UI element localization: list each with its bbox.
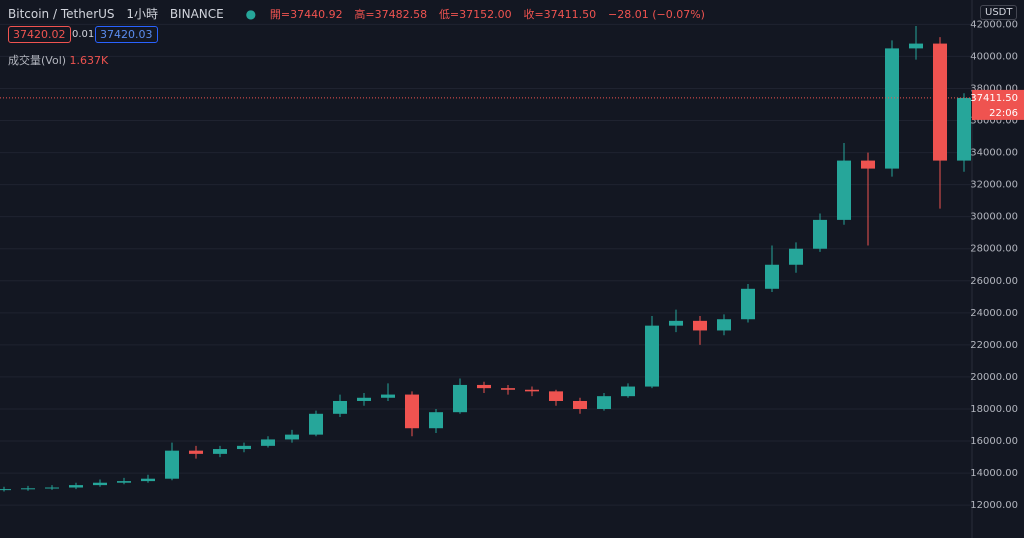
candle-body: [21, 488, 35, 490]
candle-body: [693, 320, 707, 331]
candle-body: [333, 400, 347, 414]
ohlc-open: 開=37440.92: [269, 8, 343, 21]
candle-body: [717, 319, 731, 331]
y-tick-label: 18000.00: [970, 404, 1018, 415]
candle-body: [381, 394, 395, 398]
candle-body: [453, 384, 467, 413]
y-tick-label: 40000.00: [970, 51, 1018, 62]
sell-button[interactable]: 37420.02: [8, 26, 71, 43]
y-tick-label: 30000.00: [970, 212, 1018, 223]
candle-body: [405, 394, 419, 429]
candle-body: [573, 400, 587, 409]
candle-body: [93, 482, 107, 486]
candle-body: [741, 288, 755, 320]
candle-body: [213, 449, 227, 454]
y-tick-label: 16000.00: [970, 436, 1018, 447]
last-price-tag: [972, 89, 1024, 120]
candle-body: [285, 434, 299, 440]
candle-body: [765, 264, 779, 289]
y-tick-label: 12000.00: [970, 500, 1018, 511]
candle-body: [189, 450, 203, 454]
candle-body: [261, 439, 275, 446]
candle-body: [501, 388, 515, 390]
candle-body: [309, 413, 323, 435]
candle-body: [789, 248, 803, 265]
candle-body: [357, 397, 371, 401]
y-tick-label: 38000.00: [970, 83, 1018, 94]
candle-body: [837, 160, 851, 220]
ohlc-close: 收=37411.50: [523, 8, 597, 21]
status-dot: ●: [245, 7, 257, 21]
y-tick-label: 20000.00: [970, 372, 1018, 383]
ohlc-low: 低=37152.00: [438, 8, 512, 21]
candle-body: [933, 43, 947, 161]
candle-body: [813, 219, 827, 249]
spread: 0.01: [72, 29, 95, 40]
volume-legend: 成交量(Vol) 1.637K: [8, 52, 108, 68]
interval[interactable]: 1小時: [126, 7, 158, 21]
candle-body: [237, 445, 251, 450]
candle-body: [165, 450, 179, 479]
candle-body: [621, 386, 635, 397]
y-tick-label: 42000.00: [970, 19, 1018, 30]
y-tick-label: 34000.00: [970, 148, 1018, 159]
candle-body: [909, 43, 923, 49]
candle-body: [525, 389, 539, 392]
exchange: BINANCE: [169, 7, 224, 21]
y-tick-label: 26000.00: [970, 276, 1018, 287]
candle-body: [549, 391, 563, 401]
y-tick-label: 36000.00: [970, 116, 1018, 127]
candle-body: [885, 48, 899, 169]
y-tick-label: 28000.00: [970, 244, 1018, 255]
candle-body: [45, 487, 59, 489]
symbol-header: Bitcoin / TetherUS 1小時 BINANCE ● 開=37440…: [8, 5, 713, 22]
symbol[interactable]: Bitcoin / TetherUS: [8, 7, 115, 21]
candle-body: [0, 489, 11, 491]
y-tick-label: 22000.00: [970, 340, 1018, 351]
volume-label: 成交量(Vol): [8, 54, 67, 67]
candle-body: [669, 320, 683, 326]
volume-value: 1.637K: [69, 54, 109, 67]
ohlc-high: 高=37482.58: [354, 8, 428, 21]
candle-body: [117, 481, 131, 483]
currency-button[interactable]: USDT: [980, 5, 1018, 20]
ohlc-change: −28.01 (−0.07%): [608, 8, 705, 21]
candle-body: [69, 485, 83, 488]
candle-body: [861, 160, 875, 169]
candle-body: [429, 412, 443, 429]
buy-button[interactable]: 37420.03: [95, 26, 158, 43]
candle-body: [477, 384, 491, 389]
y-tick-label: 14000.00: [970, 468, 1018, 479]
candle-body: [597, 396, 611, 409]
candle-body: [645, 325, 659, 387]
countdown: 22:06: [989, 108, 1018, 119]
candle-body: [957, 97, 971, 161]
y-tick-label: 32000.00: [970, 180, 1018, 191]
y-tick-label: 24000.00: [970, 308, 1018, 319]
last-price-label: 37411.50: [970, 93, 1018, 104]
candle-body: [141, 478, 155, 482]
